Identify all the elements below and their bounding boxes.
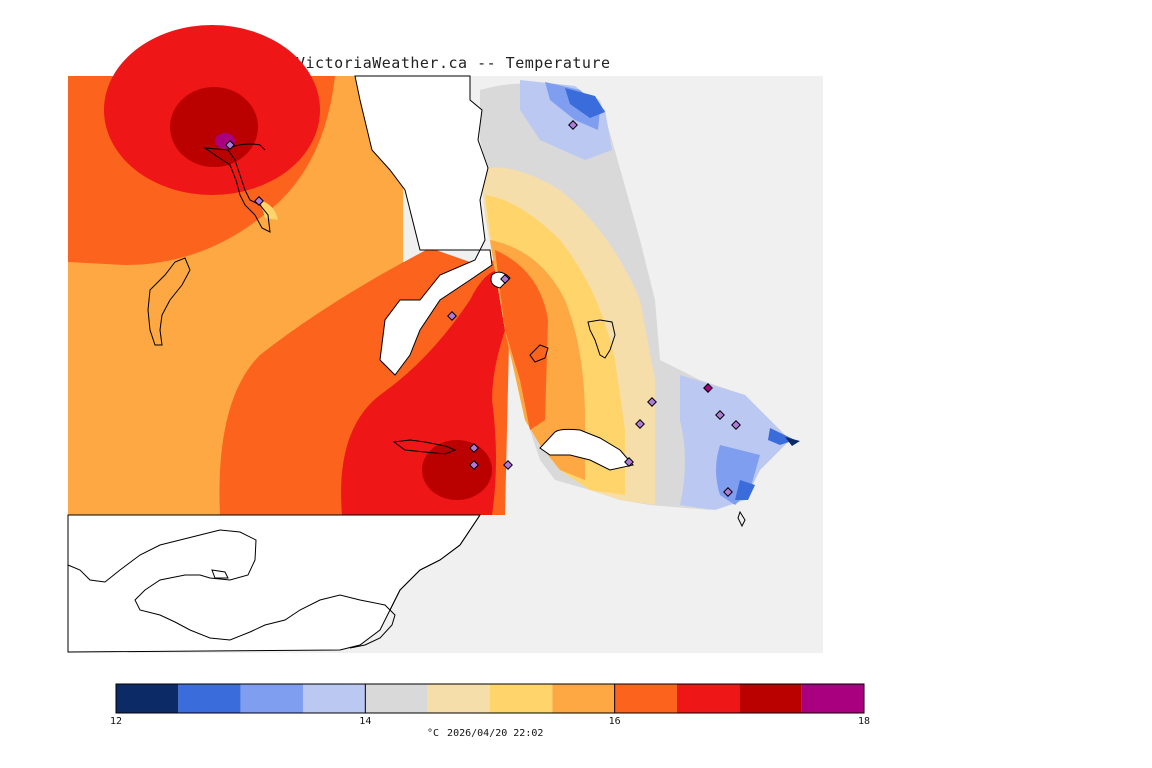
colorbar-swatch	[801, 684, 864, 713]
colorbar	[115, 683, 865, 714]
colorbar-timestamp: 2026/04/20 22:02	[447, 728, 544, 739]
station-markers	[225, 120, 741, 497]
south-contours	[219, 248, 510, 515]
station-marker	[503, 460, 513, 470]
coastline	[67, 143, 746, 649]
water-bodies	[67, 75, 634, 653]
east-contours	[480, 80, 800, 511]
colorbar-tick-label: 18	[857, 716, 871, 727]
station-marker	[731, 420, 741, 430]
station-marker	[723, 487, 733, 497]
colorbar-swatch	[365, 684, 428, 713]
map-title: VictoriaWeather.ca -- Temperature	[296, 54, 611, 72]
colorbar-swatch	[427, 684, 490, 713]
station-marker	[254, 196, 264, 206]
colorbar-swatch	[677, 684, 740, 713]
station-marker	[469, 443, 479, 453]
colorbar-swatch	[303, 684, 366, 713]
colorbar-tick-label: 16	[608, 716, 621, 727]
colorbar-caption: °C 2026/04/20 22:02	[427, 728, 551, 739]
colorbar-swatch	[552, 684, 615, 713]
station-marker	[624, 457, 634, 467]
station-marker	[469, 460, 479, 470]
station-marker	[447, 311, 457, 321]
colorbar-tick-label: 12	[109, 716, 123, 727]
colorbar-swatch	[490, 684, 553, 713]
colorbar-swatch	[614, 684, 677, 713]
colorbar-unit: °C	[427, 728, 440, 739]
colorbar-tick-label: 14	[359, 716, 372, 727]
station-marker	[703, 383, 713, 393]
station-marker	[500, 274, 510, 284]
colorbar-swatch	[240, 684, 303, 713]
station-marker	[635, 419, 645, 429]
station-marker	[647, 397, 657, 407]
colorbar-swatch	[739, 684, 802, 713]
station-marker	[225, 140, 235, 150]
colorbar-swatch	[116, 684, 179, 713]
colorbar-swatch	[178, 684, 241, 713]
station-marker	[568, 120, 578, 130]
station-marker	[715, 410, 725, 420]
